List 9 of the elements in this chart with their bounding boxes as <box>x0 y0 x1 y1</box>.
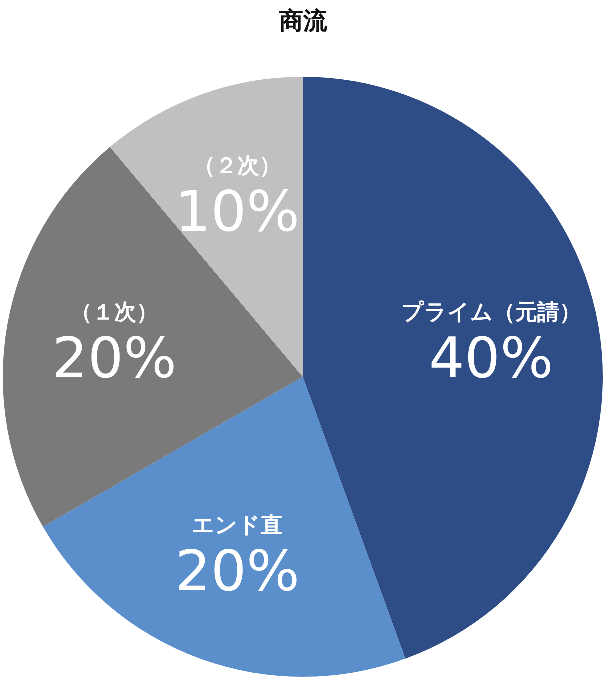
chart-title: 商流 <box>278 7 328 35</box>
data-label: 10% <box>175 180 300 245</box>
slice-label: プライム（元請） <box>401 300 582 326</box>
data-label: 40% <box>429 326 554 392</box>
slice-label: （２次） <box>194 154 282 179</box>
slice-label: エンド直 <box>192 513 284 538</box>
data-label: 20% <box>175 539 300 604</box>
slice-label: （１次） <box>70 300 159 326</box>
data-label: 20% <box>52 326 177 392</box>
